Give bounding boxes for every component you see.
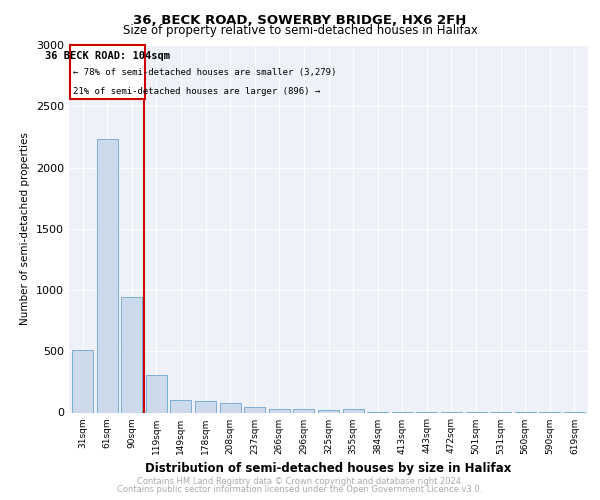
Text: Contains HM Land Registry data © Crown copyright and database right 2024.: Contains HM Land Registry data © Crown c… [137, 477, 463, 486]
Bar [170, 400, 191, 412]
Bar [318, 410, 339, 412]
Text: 21% of semi-detached houses are larger (896) →: 21% of semi-detached houses are larger (… [73, 86, 320, 96]
Text: 36, BECK ROAD, SOWERBY BRIDGE, HX6 2FH: 36, BECK ROAD, SOWERBY BRIDGE, HX6 2FH [133, 14, 467, 27]
Bar [220, 404, 241, 412]
Text: 36 BECK ROAD: 104sqm: 36 BECK ROAD: 104sqm [45, 51, 170, 61]
Bar [97, 140, 118, 412]
FancyBboxPatch shape [70, 45, 145, 99]
Bar [146, 374, 167, 412]
Text: ← 78% of semi-detached houses are smaller (3,279): ← 78% of semi-detached houses are smalle… [73, 68, 336, 78]
Bar [343, 409, 364, 412]
Text: Contains public sector information licensed under the Open Government Licence v3: Contains public sector information licen… [118, 485, 482, 494]
Bar [195, 402, 216, 412]
Bar [269, 409, 290, 412]
Bar [121, 298, 142, 412]
Bar [72, 350, 93, 412]
Y-axis label: Number of semi-detached properties: Number of semi-detached properties [20, 132, 31, 325]
X-axis label: Distribution of semi-detached houses by size in Halifax: Distribution of semi-detached houses by … [145, 462, 512, 475]
Bar [244, 407, 265, 412]
Bar [293, 410, 314, 412]
Text: Size of property relative to semi-detached houses in Halifax: Size of property relative to semi-detach… [122, 24, 478, 37]
